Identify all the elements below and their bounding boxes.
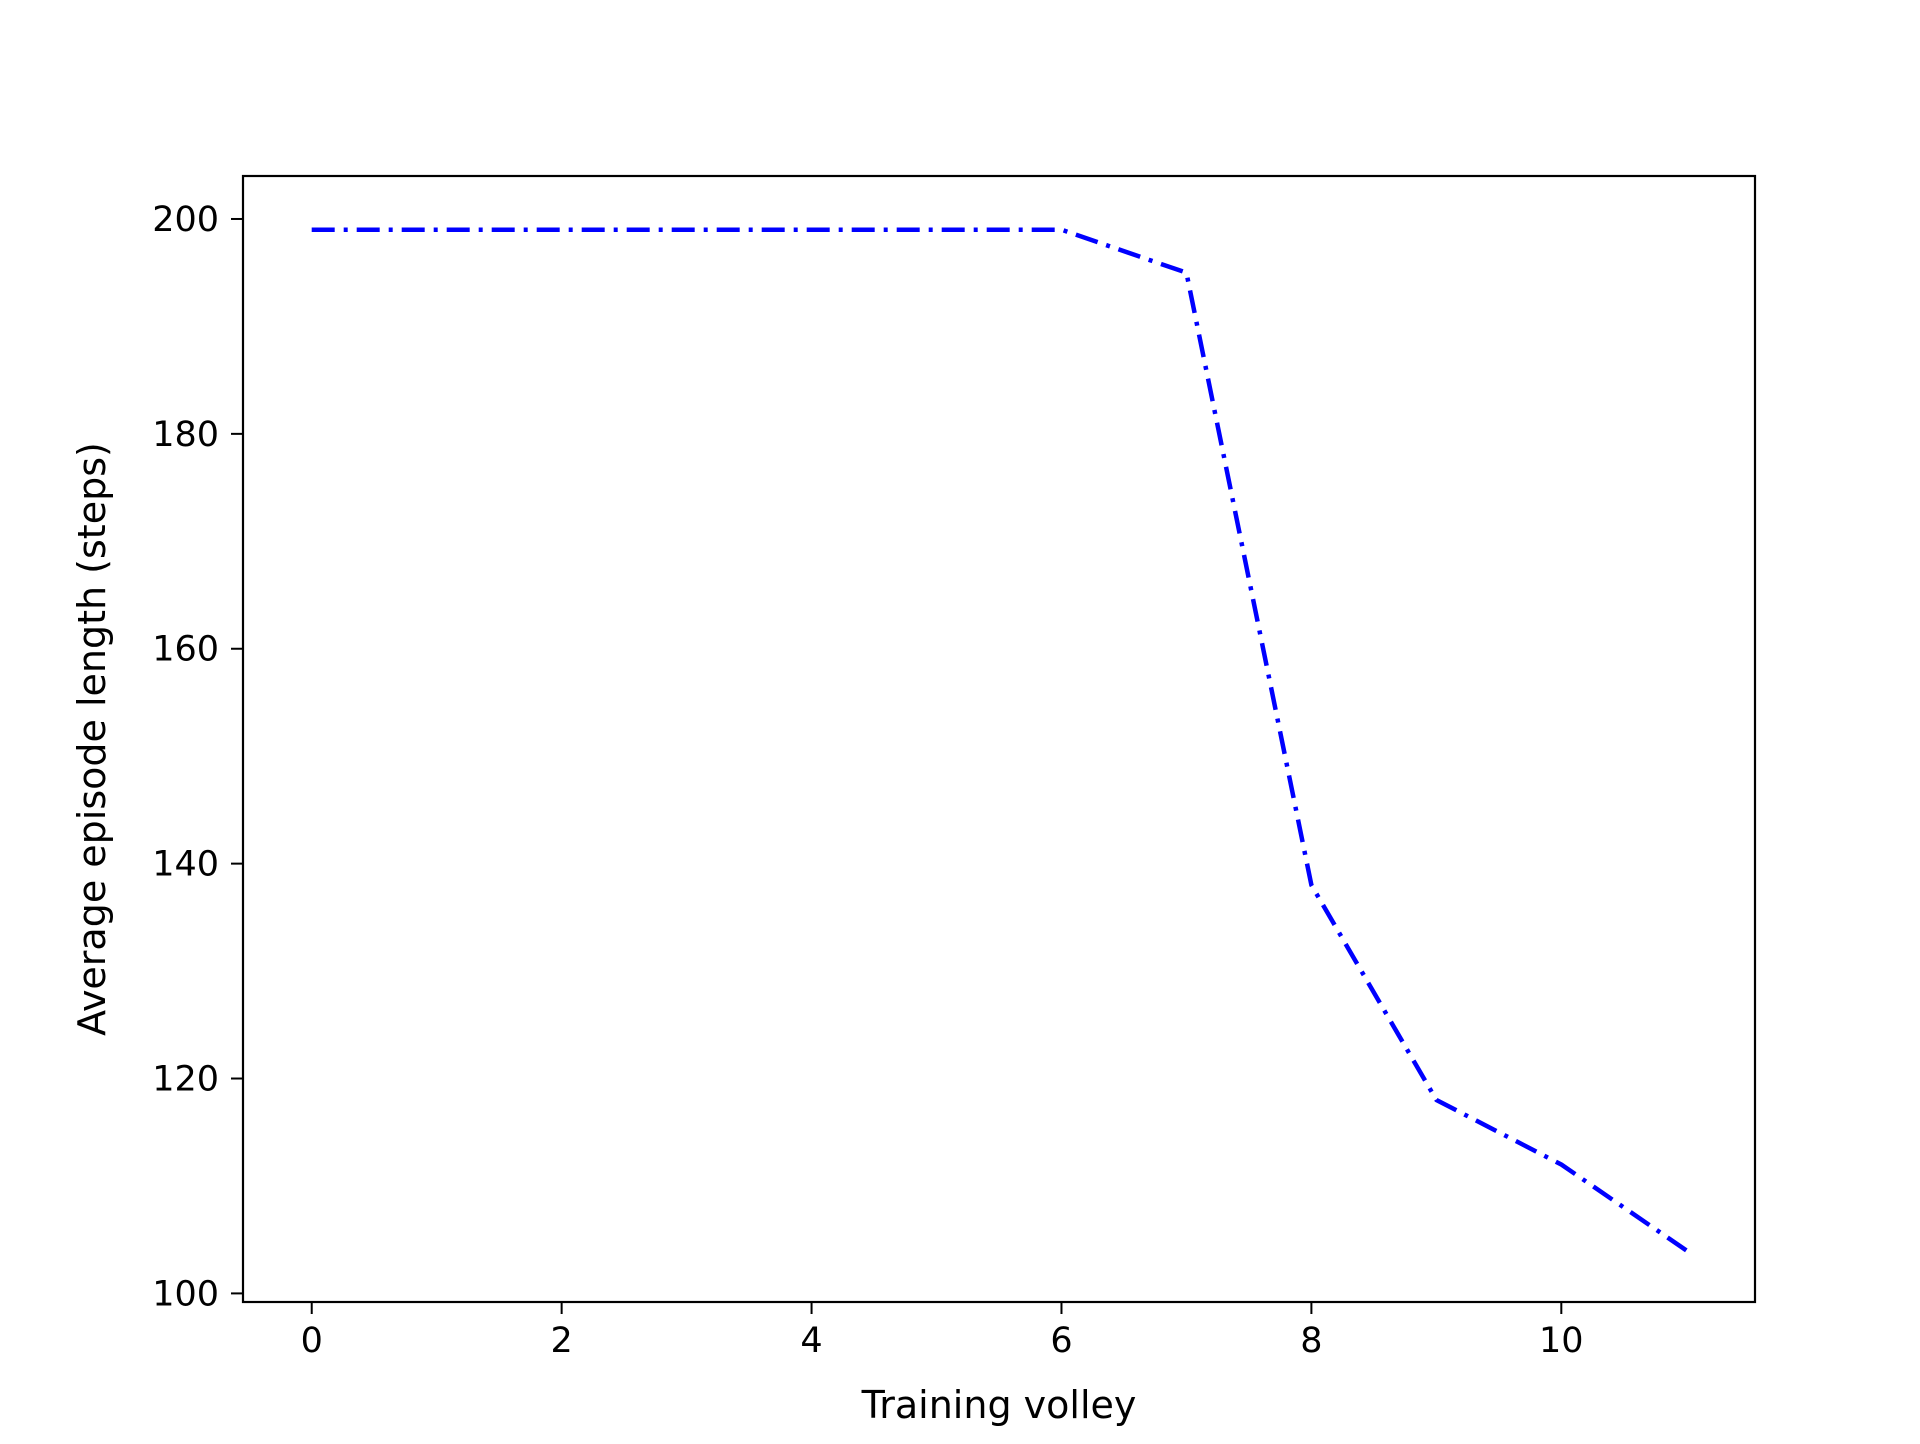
y-tick-label: 120 [152, 1060, 219, 1100]
x-tick-label: 4 [800, 1321, 822, 1361]
x-tick-label: 8 [1300, 1321, 1322, 1361]
x-tick-label: 6 [1050, 1321, 1072, 1361]
x-axis-label: Training volley [861, 1383, 1137, 1427]
y-tick-label: 200 [152, 200, 219, 240]
y-tick-label: 140 [152, 845, 219, 885]
x-tick-label: 2 [551, 1321, 573, 1361]
y-axis-label: Average episode length (steps) [70, 442, 114, 1036]
x-tick-label: 0 [301, 1321, 323, 1361]
series-line-1 [312, 230, 1687, 1251]
x-tick-label: 10 [1539, 1321, 1584, 1361]
y-tick-label: 180 [152, 415, 219, 455]
y-tick-label: 160 [152, 630, 219, 670]
plot-area-frame [243, 176, 1755, 1302]
y-tick-label: 100 [152, 1274, 219, 1314]
